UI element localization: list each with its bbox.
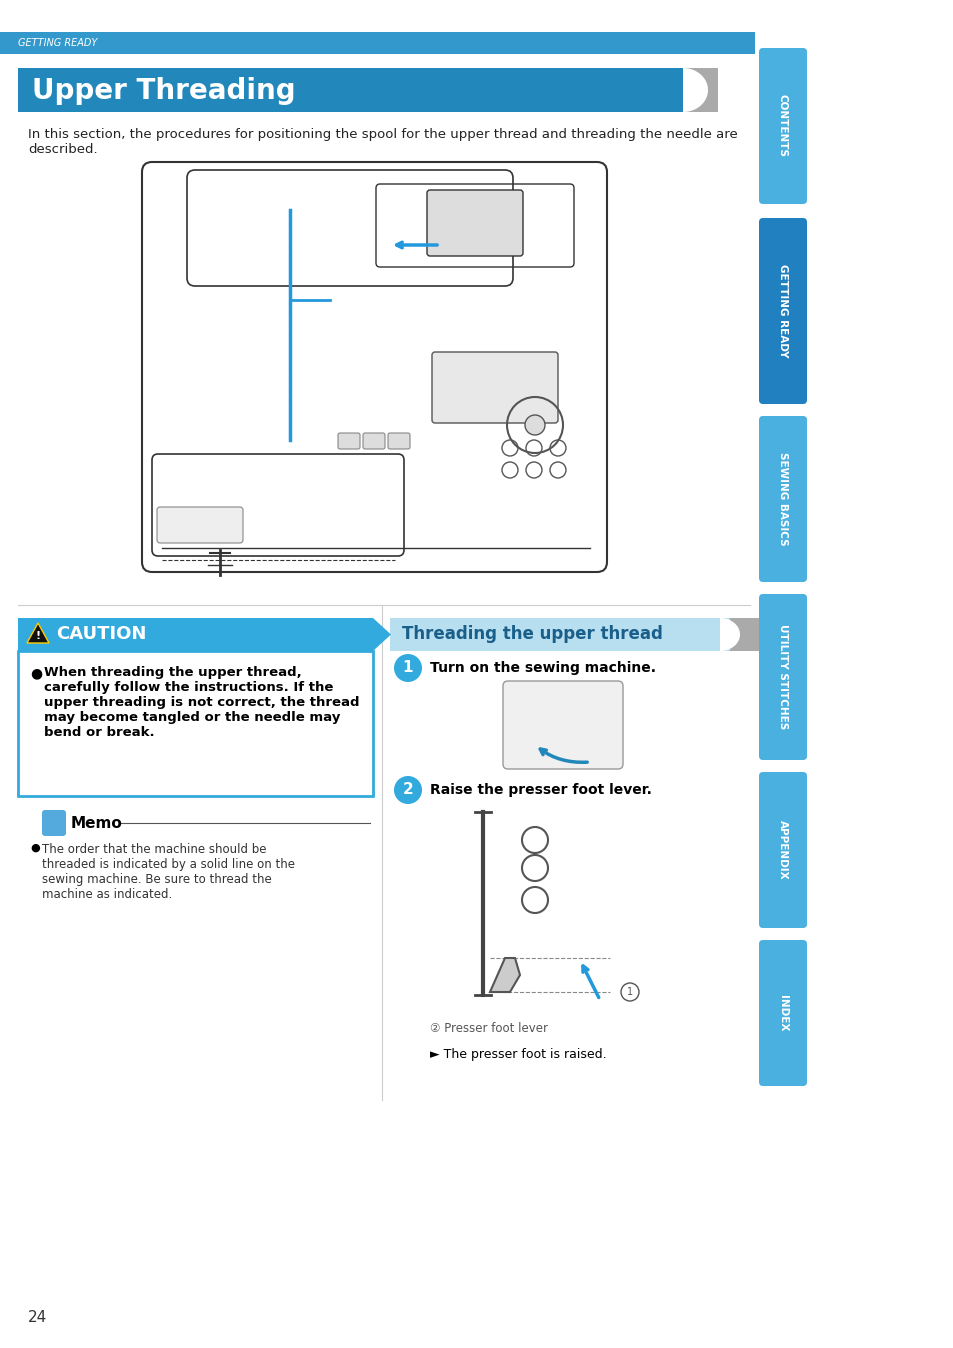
Text: Raise the presser foot lever.: Raise the presser foot lever. <box>430 783 651 797</box>
Text: When threading the upper thread,
carefully follow the instructions. If the
upper: When threading the upper thread, careful… <box>44 666 359 739</box>
FancyBboxPatch shape <box>432 352 558 423</box>
Text: GETTING READY: GETTING READY <box>778 264 787 357</box>
Text: Upper Threading: Upper Threading <box>32 77 295 105</box>
FancyBboxPatch shape <box>363 433 385 449</box>
Text: GETTING READY: GETTING READY <box>18 38 97 49</box>
Text: ●: ● <box>30 666 42 679</box>
Circle shape <box>524 415 544 435</box>
Text: APPENDIX: APPENDIX <box>778 820 787 880</box>
Text: 2: 2 <box>402 782 413 798</box>
Text: CAUTION: CAUTION <box>56 625 146 643</box>
Polygon shape <box>720 617 740 651</box>
FancyBboxPatch shape <box>759 940 806 1086</box>
FancyBboxPatch shape <box>502 681 622 768</box>
Circle shape <box>394 776 421 803</box>
Text: The order that the machine should be
threaded is indicated by a solid line on th: The order that the machine should be thr… <box>42 842 294 900</box>
FancyBboxPatch shape <box>388 433 410 449</box>
FancyBboxPatch shape <box>759 772 806 927</box>
Circle shape <box>394 654 421 682</box>
Text: 1: 1 <box>402 661 413 675</box>
Text: Turn on the sewing machine.: Turn on the sewing machine. <box>430 661 656 675</box>
Text: ② Presser foot lever: ② Presser foot lever <box>430 1022 547 1035</box>
FancyBboxPatch shape <box>759 594 806 760</box>
FancyBboxPatch shape <box>18 617 373 651</box>
Polygon shape <box>27 623 49 643</box>
FancyBboxPatch shape <box>759 49 806 204</box>
Text: ► The presser foot is raised.: ► The presser foot is raised. <box>430 1047 606 1061</box>
Polygon shape <box>682 67 707 112</box>
Text: 1: 1 <box>626 987 633 998</box>
Text: Memo: Memo <box>71 816 123 830</box>
Polygon shape <box>682 67 718 112</box>
Text: SEWING BASICS: SEWING BASICS <box>778 452 787 546</box>
Text: INDEX: INDEX <box>778 995 787 1031</box>
Text: UTILITY STITCHES: UTILITY STITCHES <box>778 624 787 729</box>
Text: In this section, the procedures for positioning the spool for the upper thread a: In this section, the procedures for posi… <box>28 128 737 156</box>
FancyBboxPatch shape <box>390 617 729 651</box>
FancyBboxPatch shape <box>759 218 806 404</box>
FancyBboxPatch shape <box>157 507 243 543</box>
FancyBboxPatch shape <box>337 433 359 449</box>
FancyBboxPatch shape <box>427 190 522 256</box>
FancyBboxPatch shape <box>42 810 66 836</box>
Text: Threading the upper thread: Threading the upper thread <box>401 625 662 643</box>
FancyBboxPatch shape <box>759 417 806 582</box>
Polygon shape <box>490 958 519 992</box>
FancyBboxPatch shape <box>0 32 754 54</box>
Text: ●: ● <box>30 842 40 853</box>
Text: CONTENTS: CONTENTS <box>778 94 787 158</box>
Text: 24: 24 <box>28 1310 48 1325</box>
Text: !: ! <box>35 631 41 642</box>
Polygon shape <box>373 617 391 651</box>
Polygon shape <box>720 617 760 651</box>
FancyBboxPatch shape <box>18 67 682 112</box>
